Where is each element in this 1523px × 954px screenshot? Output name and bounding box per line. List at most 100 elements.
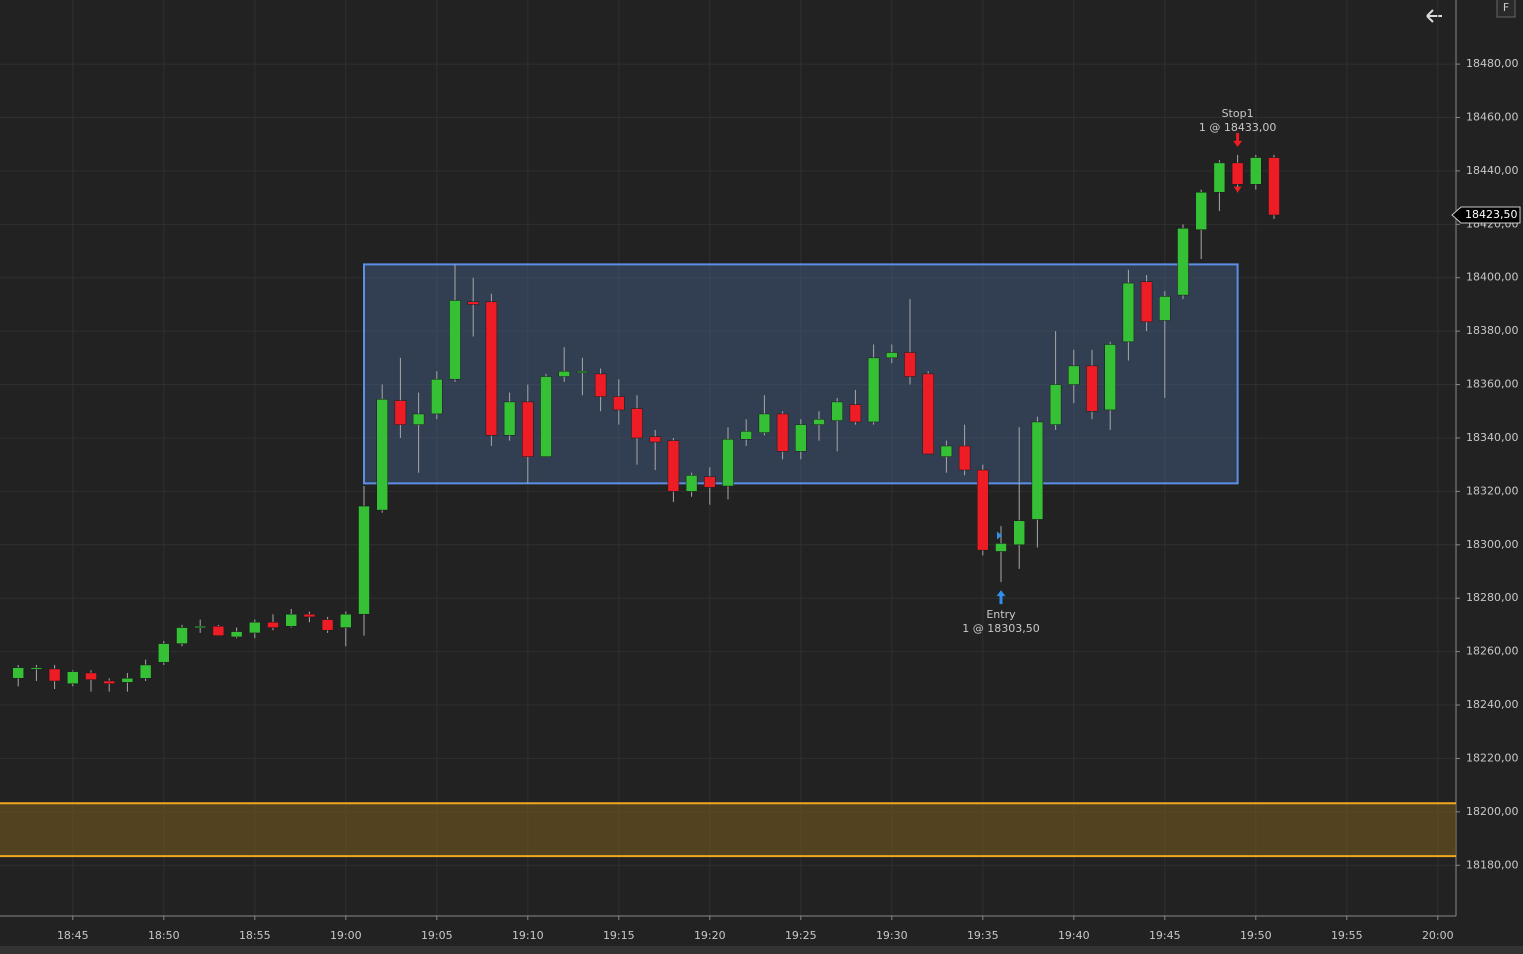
candle-body — [249, 621, 261, 634]
candle-body — [230, 631, 243, 638]
candle-body — [1049, 384, 1062, 425]
candle-body — [1159, 296, 1171, 321]
candle-body — [48, 668, 61, 682]
candle-body — [722, 439, 734, 487]
candle-body — [558, 370, 570, 377]
candle-body — [85, 672, 97, 680]
zone — [0, 803, 1456, 857]
candle-body — [1140, 281, 1153, 323]
y-tick-label: 18300,00 — [1466, 538, 1519, 551]
candle-body — [485, 301, 498, 436]
x-tick-label: 19:30 — [876, 929, 908, 942]
x-tick-label: 19:25 — [785, 929, 817, 942]
candle-body — [194, 625, 206, 628]
y-tick-label: 18400,00 — [1466, 271, 1519, 284]
candle-body — [321, 619, 334, 631]
x-tick-label: 19:35 — [967, 929, 999, 942]
candle-body — [576, 370, 589, 373]
candle-body — [158, 643, 170, 663]
candle-body — [758, 413, 771, 433]
candle-body — [358, 505, 370, 615]
candle-body — [176, 627, 188, 644]
x-tick-label: 19:50 — [1240, 929, 1272, 942]
candle-body — [1013, 520, 1025, 546]
candle-body — [394, 400, 407, 425]
x-tick-label: 18:45 — [57, 929, 89, 942]
candle-body — [449, 300, 461, 380]
candle-body — [139, 664, 152, 679]
candle-body — [704, 476, 716, 488]
candle-body — [904, 352, 916, 377]
marker-name: Stop1 — [1222, 107, 1254, 120]
candle-body — [849, 404, 862, 423]
candle-body — [613, 396, 625, 411]
candle-body — [1086, 365, 1098, 412]
candle-body — [958, 445, 971, 471]
x-tick-label: 19:05 — [421, 929, 453, 942]
y-tick-label: 18360,00 — [1466, 378, 1519, 391]
y-tick-label: 18480,00 — [1466, 57, 1519, 70]
candle-body — [1031, 421, 1044, 520]
y-tick-label: 18200,00 — [1466, 805, 1519, 818]
candle-body — [1177, 228, 1189, 296]
exec-marker — [997, 531, 1002, 540]
marker-label: 1 @ 18433,00 — [1199, 121, 1276, 134]
y-tick-label: 18280,00 — [1466, 591, 1519, 604]
candle-body — [267, 621, 279, 628]
x-tick-label: 19:40 — [1058, 929, 1090, 942]
candle-body — [303, 613, 316, 618]
marker-label: 1 @ 18303,50 — [962, 622, 1039, 635]
candle-body — [831, 401, 843, 421]
last-price-tag — [1451, 206, 1521, 224]
y-tick-label: 18460,00 — [1466, 111, 1519, 124]
candle-body — [376, 398, 388, 511]
x-tick-label: 19:20 — [694, 929, 726, 942]
candle-body — [212, 625, 225, 636]
y-tick-label: 18340,00 — [1466, 431, 1519, 444]
candle-body — [995, 543, 1007, 552]
candle-body — [412, 413, 425, 425]
candle-body — [121, 678, 134, 683]
back-button[interactable] — [1426, 9, 1442, 23]
x-tick-label: 19:00 — [330, 929, 362, 942]
scrollbar[interactable] — [0, 946, 1523, 954]
candle-body — [631, 408, 643, 439]
candle-body — [1250, 157, 1262, 185]
candle-body — [1213, 162, 1226, 193]
y-tick-label: 18380,00 — [1466, 324, 1519, 337]
candle-body — [667, 440, 680, 492]
candle-body — [30, 667, 43, 670]
candle-body — [594, 373, 607, 397]
x-tick-label: 19:45 — [1149, 929, 1181, 942]
marker-name: Entry — [986, 608, 1016, 621]
f-button[interactable] — [1496, 0, 1516, 18]
y-tick-label: 18260,00 — [1466, 645, 1519, 658]
candle-body — [685, 475, 698, 492]
x-tick-label: 18:55 — [239, 929, 271, 942]
candle-body — [649, 436, 661, 443]
candle-body — [940, 445, 953, 457]
candle-body — [340, 613, 352, 628]
candle-body — [1122, 282, 1135, 343]
x-tick-label: 20:00 — [1422, 929, 1454, 942]
y-tick-label: 18180,00 — [1466, 858, 1519, 871]
candle-body — [1195, 192, 1207, 230]
candle-body — [67, 671, 79, 684]
candle-body — [1104, 344, 1116, 411]
sell-arrow — [1233, 132, 1243, 147]
y-tick-label: 18220,00 — [1466, 751, 1519, 764]
x-tick-label: 19:10 — [512, 929, 544, 942]
candle-body — [103, 680, 115, 684]
candle-body — [285, 613, 297, 627]
candle-body — [467, 301, 479, 305]
candle-body — [977, 469, 989, 551]
x-tick-label: 19:15 — [603, 929, 635, 942]
candle-body — [740, 431, 752, 440]
candle-body — [503, 401, 516, 436]
candle-body — [922, 373, 934, 455]
candle-body — [795, 424, 807, 452]
last-price-label: 18423,50 — [1465, 208, 1518, 221]
candle-body — [522, 401, 534, 457]
y-tick-label: 18240,00 — [1466, 698, 1519, 711]
